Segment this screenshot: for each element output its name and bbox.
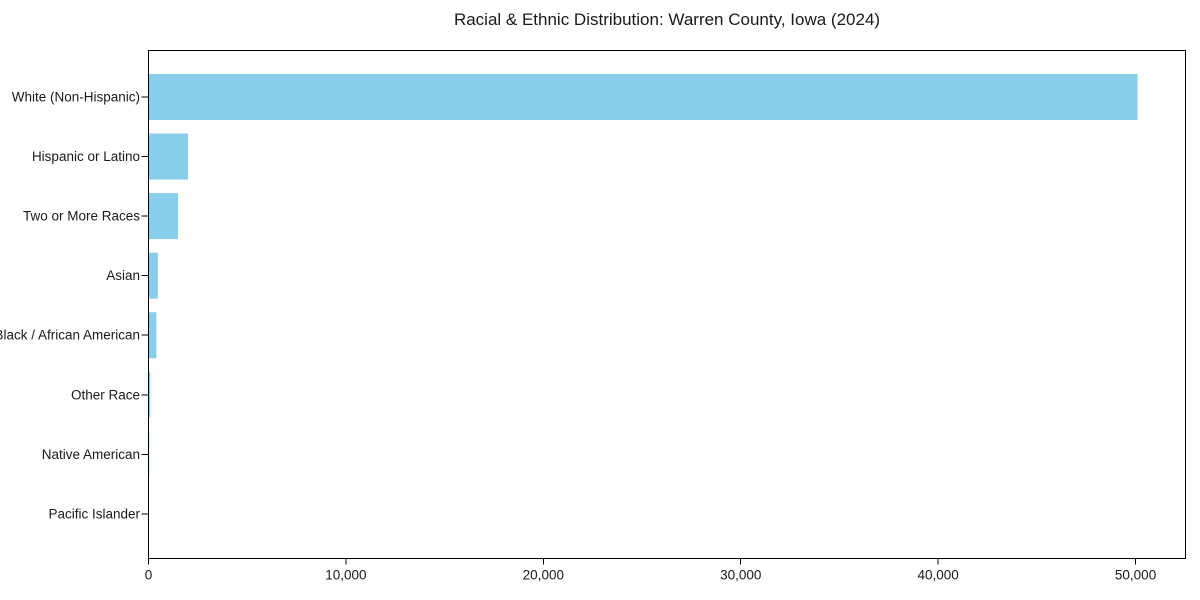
x-tick-label: 20,000 (523, 568, 564, 583)
y-tick-label: Pacific Islander (48, 506, 140, 521)
plot-border (148, 50, 1186, 559)
bar-white-non-hispanic (148, 74, 1138, 120)
bar-asian (148, 252, 158, 299)
y-tick-label: Other Race (71, 387, 140, 402)
x-tick-label: 0 (145, 568, 153, 583)
bar-two-or-more-races (148, 193, 179, 240)
y-tick-label: Native American (42, 447, 140, 462)
y-tick-label: Hispanic or Latino (32, 149, 140, 164)
y-tick-label: Asian (106, 268, 140, 283)
x-tick-label: 30,000 (720, 568, 761, 583)
bar-other-race (148, 371, 151, 418)
bar-black-african-american (148, 312, 157, 359)
y-tick-label: White (Non-Hispanic) (12, 90, 140, 105)
bar-hispanic-or-latino (148, 133, 188, 180)
chart-title: Racial & Ethnic Distribution: Warren Cou… (453, 10, 881, 29)
x-tick-label: 40,000 (917, 568, 958, 583)
x-tick-label: 50,000 (1115, 568, 1156, 583)
x-tick-label: 10,000 (325, 568, 366, 583)
y-tick-label: Black / African American (0, 328, 140, 343)
y-tick-label: Two or More Races (23, 209, 140, 224)
